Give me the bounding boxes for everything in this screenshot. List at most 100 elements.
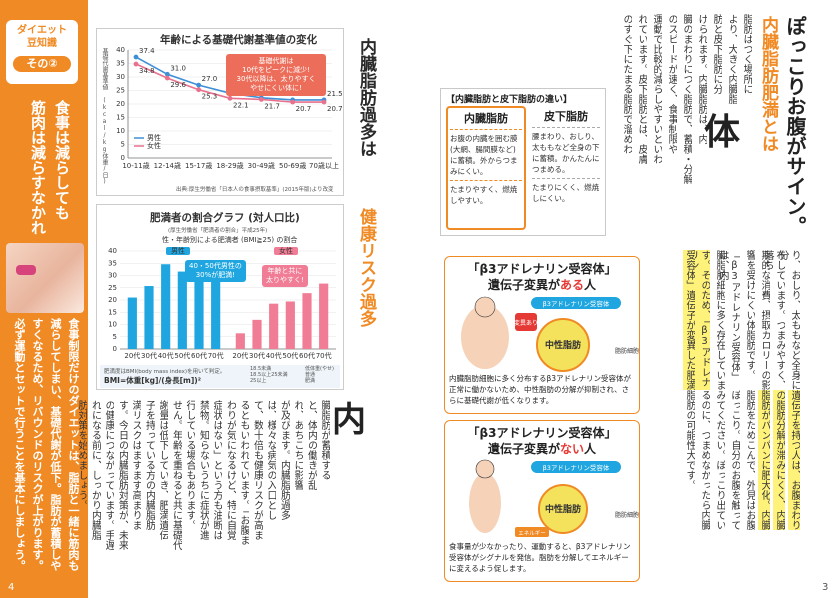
body-text-col: 臓のまわりにつく脂肪で、蓄積・分解 <box>681 14 692 184</box>
x-tick-label: 70代 <box>208 351 224 360</box>
compare-visceral-item: たまりやすく、燃焼しやすい。 <box>450 185 518 205</box>
legend-label: 女性 <box>147 141 161 150</box>
bmi-label: 低体重(やせ) <box>305 366 334 372</box>
bar <box>302 293 312 349</box>
beta1-tag-label: 変異あり <box>514 319 538 327</box>
body-text-col: り、おしり、太ももなど全身に分 <box>777 250 800 390</box>
y-tick-label: 40 <box>108 247 117 255</box>
data-label: 34.8 <box>139 67 155 75</box>
data-label: 27.0 <box>202 75 218 83</box>
chart2-callout-line: 40・50代男性の <box>189 262 242 270</box>
data-label: 21.5 <box>327 90 343 98</box>
series-tag-label: 女性 <box>279 246 293 255</box>
chart1-source: 出典:厚生労働省「日本人の食事摂取基準」(2015年版)より改変 <box>176 187 334 193</box>
body-text-col: 脂肪はつく場所に <box>741 14 752 94</box>
data-point <box>196 82 202 88</box>
mid-title-col2: 健康リスク過多 <box>356 208 376 327</box>
tip-body-col: 必ず運動とセットで行うことを基本にしましょう。 <box>13 318 26 571</box>
chart1-ylabel: 基礎代謝基準値 (kcal/kg体重/日) <box>101 48 108 185</box>
body-text-col: 行している場合もあります。 <box>184 400 195 530</box>
x-tick-label: 70歳以上 <box>309 161 339 170</box>
compare-visceral-item: お腹の内臓を囲む膜(大網、腸間膜など)に蓄積。外からつまみにくい。 <box>450 134 518 176</box>
compare-subcut-item: 腰まわり、おしり、太ももなど全身の下に蓄積。かんたんにつまめる。 <box>532 132 600 174</box>
y-tick-label: 35 <box>108 259 117 267</box>
beta1-head-pre: 遺伝子変異が <box>487 278 560 292</box>
beta1-head-post: 人 <box>584 278 597 292</box>
bmi-range: 25以上 <box>250 378 267 384</box>
bmi-label-list: 低体重(やせ) 普通 肥満 <box>305 366 334 384</box>
x-tick-label: 70代 <box>316 351 332 360</box>
bar <box>144 286 154 349</box>
tip-body-col: 減らしてしまい、基礎代謝が低下。脂肪が蓄積しや <box>49 318 62 571</box>
beta1-head-line1: 「β3アドレナリン受容体」 <box>467 262 617 276</box>
x-tick-label: 30代 <box>249 351 265 360</box>
body-text-col: と、体内の働きが乱 <box>305 400 317 490</box>
bmi-label: 肥満 <box>305 378 316 384</box>
body-text-col: 響を受けにくい体脂肪です。 <box>744 250 755 380</box>
body-text-col: す。今日の内臓脂肪対策が、未来 <box>116 400 128 550</box>
body-text-col: 謝量は低下していき、肥満遺伝 <box>157 400 168 540</box>
compare-visceral-head: 内臓脂肪 <box>464 112 508 125</box>
x-tick-label: 20代 <box>232 351 248 360</box>
bmi-range: 18.5未満 <box>250 366 272 372</box>
x-tick-label: 18-29歳 <box>216 161 243 170</box>
beta-box-normal: 「β3アドレナリン受容体」 遺伝子変異がない人 β3アドレナリン受容体 中性脂肪… <box>444 420 640 582</box>
tip-title-col1: 食事は減らしても <box>53 100 71 220</box>
series-tag <box>166 247 190 255</box>
body-text-col: みてください。ぽっこり出てい <box>714 390 725 530</box>
compare-subcut-head: 皮下脂肪 <box>544 110 588 123</box>
body-text-col: 布しています。つまみやすく、落ち <box>762 250 785 390</box>
x-tick-label: 50代 <box>174 351 190 360</box>
beta1-caption: 内臓脂肪細胞に多く分布するβ3アドレナリン受容体が正常に働かないため、中性脂肪の… <box>449 374 632 405</box>
body-text-col: より、大きく内臓脂 <box>726 14 737 104</box>
body-text-col: は、様々な病気の入口とし <box>265 400 276 520</box>
y-tick-label: 15 <box>108 308 117 316</box>
chart2-callout-male: 40・50代男性の 30%が肥満! <box>185 260 246 282</box>
tip-badge-number: その② <box>13 56 71 72</box>
data-point <box>196 87 202 93</box>
bar <box>211 277 221 349</box>
beta2-receptor-label: β3アドレナリン受容体 <box>543 463 610 472</box>
person-head-icon <box>474 296 496 318</box>
bmi-note: 肥満度はBMI(body mass index)を用いて判定。 <box>104 369 226 375</box>
tip-body-col: すくなるため、リバウンドのリスクが上がります。 <box>31 318 44 571</box>
body-text-col: ぽっこり。自分のお腹を触って <box>729 390 740 530</box>
beta2-illustration: β3アドレナリン受容体 中性脂肪 エネルギー 脂肪細胞 <box>469 459 639 537</box>
chart2-subtitle2: 性・年齢別による肥満者 (BMI≧25) の割合 <box>162 236 298 244</box>
body-text-col: 子を持っている方の内臓脂肪 <box>143 400 155 530</box>
bmi-label: 普通 <box>305 372 316 378</box>
y-tick-label: 20 <box>108 296 117 304</box>
chart2-callout-line: 年齢と共に <box>267 267 303 275</box>
series-tag-label: 男性 <box>171 246 185 255</box>
body-text-col: るともいわれています。「お腹ま <box>238 400 249 545</box>
tip-badge-line1: ダイエット <box>17 25 67 36</box>
right-body-c: 遺伝子を持つ人は、お腹まわり の脂肪分解が滞みにくく、内臓 脂肪がパンパンに肥大化。… <box>650 390 800 550</box>
body-text-col: 運動で比較的減らしやすいといわ <box>651 14 662 164</box>
bmi-range: 18.5以上25未満 <box>250 372 288 378</box>
body-text-col: 「β3アドレナリン受容体」は、内 <box>717 250 740 382</box>
y-tick-label: 5 <box>113 333 117 341</box>
x-tick-label: 40代 <box>158 351 174 360</box>
body-text-col: 肪対策を始めましょう。 <box>76 400 87 510</box>
beta-box-mutation: 「β3アドレナリン受容体」 遺伝子変異がある人 β3アドレナリン受容体 変異あり… <box>444 256 640 414</box>
body-text-col: るのに、つまめなかったら内臓 <box>699 390 710 530</box>
bar <box>269 303 279 349</box>
beta2-head-post: 人 <box>584 442 597 456</box>
bar <box>319 283 329 349</box>
x-tick-label: 30代 <box>141 351 157 360</box>
y-tick-label: 35 <box>116 60 125 68</box>
page-number-right: 3 <box>822 582 829 593</box>
body-text-col: 遺伝子を持つ人は、お腹まわり <box>788 390 800 530</box>
beta2-head-emph: ない <box>559 442 584 456</box>
y-tick-label: 25 <box>108 284 117 292</box>
body-text-col: れになる前に、しっかり内臓脂 <box>89 400 101 540</box>
body-text-col: のすぐ下にたまる脂肪で溜めわ <box>621 14 632 154</box>
bar <box>161 264 171 349</box>
bmi-range-list: 18.5未満 18.5以上25未満 25以上 <box>250 366 288 384</box>
bmi-note-box: 肥満度はBMI(body mass index)を用いて判定。 BMI=体重[k… <box>100 365 340 388</box>
body-text-col: の脂肪分解が滞みにくく、内臓 <box>773 390 785 530</box>
body-drop-cap: 内 <box>332 400 366 440</box>
data-label: 22.1 <box>233 101 249 109</box>
beta1-head-emph: ある <box>559 278 584 292</box>
data-label: 25.3 <box>202 93 218 101</box>
